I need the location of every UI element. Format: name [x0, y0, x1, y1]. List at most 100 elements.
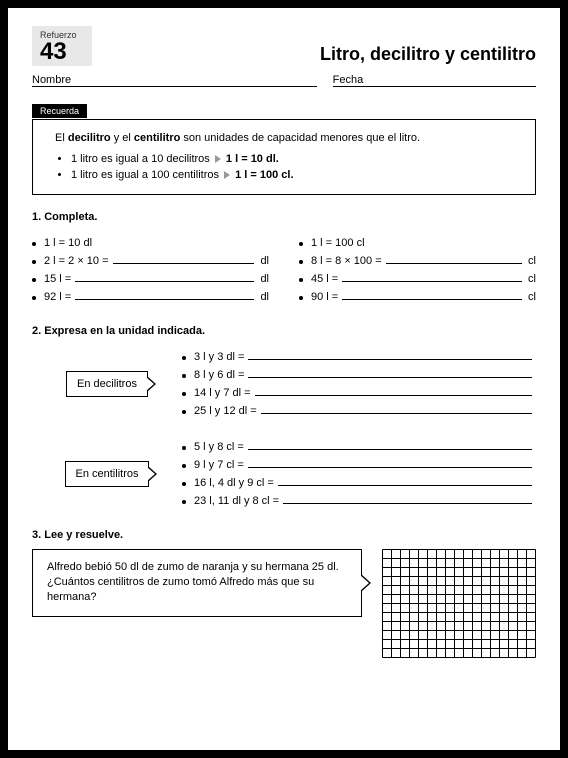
blank-line[interactable]	[248, 449, 532, 450]
bullet-text: 92 l =	[44, 291, 71, 303]
blank-line[interactable]	[342, 281, 522, 282]
blank-line[interactable]	[248, 467, 532, 468]
section-3: 3. Lee y resuelve. Alfredo bebió 50 dl d…	[32, 529, 536, 658]
badge-number: 43	[40, 40, 84, 64]
bullet-row: 1 l = 10 dl	[32, 237, 269, 249]
expr-text: 14 l y 7 dl =	[194, 387, 251, 399]
bullet-text: 1 l = 10 dl	[44, 237, 92, 249]
refuerzo-badge: Refuerzo 43	[32, 26, 92, 66]
recuerda-tab: Recuerda	[32, 104, 87, 118]
section-3-body: Alfredo bebió 50 dl de zumo de naranja y…	[32, 549, 536, 658]
expr-row: 23 l, 11 dl y 8 cl =	[182, 495, 536, 507]
date-field[interactable]: Fecha	[333, 74, 536, 87]
recuerda-list: 1 litro es igual a 10 decilitros 1 l = 1…	[71, 151, 513, 184]
section-1-left: 1 l = 10 dl2 l = 2 × 10 =dl15 l =dl92 l …	[32, 231, 269, 309]
name-date-row: Nombre Fecha	[32, 74, 536, 87]
bullet-row: 92 l = dl	[32, 291, 269, 303]
expr-text: 9 l y 7 cl =	[194, 459, 244, 471]
expr-row: 5 l y 8 cl =	[182, 441, 536, 453]
bullet-row: 8 l = 8 × 100 = cl	[299, 255, 536, 267]
bullet-text: 90 l =	[311, 291, 338, 303]
bullet-icon	[32, 242, 36, 246]
bullet-icon	[182, 374, 186, 378]
bullet-text: 8 l = 8 × 100 =	[311, 255, 382, 267]
blank-line[interactable]	[255, 395, 532, 396]
unit-label-dl: En decilitros	[66, 371, 148, 397]
section-2-title: 2. Expresa en la unidad indicada.	[32, 325, 536, 337]
page-title: Litro, decilitro y centilitro	[92, 44, 536, 65]
bullet-text: 2 l = 2 × 10 =	[44, 255, 109, 267]
bullet-icon	[299, 278, 303, 282]
bullet-row: 15 l = dl	[32, 273, 269, 285]
bullet-icon	[32, 278, 36, 282]
blank-line[interactable]	[278, 485, 532, 486]
bullet-row: 2 l = 2 × 10 = dl	[32, 255, 269, 267]
unit-label-wrap: En decilitros	[32, 371, 182, 397]
section-1-cols: 1 l = 10 dl2 l = 2 × 10 =dl15 l =dl92 l …	[32, 231, 536, 309]
bullet-icon	[299, 242, 303, 246]
expr-row: 9 l y 7 cl =	[182, 459, 536, 471]
section-1-title: 1. Completa.	[32, 211, 536, 223]
blank-line[interactable]	[75, 281, 254, 282]
blank-line[interactable]	[248, 359, 532, 360]
unit-label: cl	[528, 273, 536, 285]
triangle-icon	[215, 155, 221, 163]
group1-items: 3 l y 3 dl = 8 l y 6 dl = 14 l y 7 dl = 25 …	[182, 345, 536, 423]
group-decilitros: En decilitros 3 l y 3 dl = 8 l y 6 dl = 14…	[32, 345, 536, 423]
name-field[interactable]: Nombre	[32, 74, 317, 87]
recuerda-intro: El decilitro y el centilitro son unidade…	[55, 130, 513, 147]
expr-text: 16 l, 4 dl y 9 cl =	[194, 477, 274, 489]
problem-box: Alfredo bebió 50 dl de zumo de naranja y…	[32, 549, 362, 617]
section-1-right: 1 l = 100 cl8 l = 8 × 100 =cl45 l =cl90 …	[299, 231, 536, 309]
unit-label: dl	[260, 291, 269, 303]
unit-label: cl	[528, 255, 536, 267]
bullet-icon	[182, 356, 186, 360]
group2-items: 5 l y 8 cl = 9 l y 7 cl = 16 l, 4 dl y 9 c…	[182, 435, 536, 513]
answer-grid[interactable]	[382, 549, 536, 658]
expr-text: 5 l y 8 cl =	[194, 441, 244, 453]
expr-text: 3 l y 3 dl =	[194, 351, 244, 363]
bullet-icon	[182, 392, 186, 396]
blank-line[interactable]	[342, 299, 522, 300]
expr-row: 25 l y 12 dl =	[182, 405, 536, 417]
blank-line[interactable]	[113, 263, 255, 264]
section-3-title: 3. Lee y resuelve.	[32, 529, 536, 541]
bullet-row: 1 l = 100 cl	[299, 237, 536, 249]
bullet-text: 15 l =	[44, 273, 71, 285]
expr-text: 8 l y 6 dl =	[194, 369, 244, 381]
expr-row: 3 l y 3 dl =	[182, 351, 536, 363]
blank-line[interactable]	[75, 299, 254, 300]
worksheet-page: Refuerzo 43 Litro, decilitro y centilitr…	[0, 0, 568, 758]
blank-line[interactable]	[248, 377, 532, 378]
recuerda-item: 1 litro es igual a 10 decilitros 1 l = 1…	[71, 151, 513, 168]
bullet-row: 90 l = cl	[299, 291, 536, 303]
header: Refuerzo 43 Litro, decilitro y centilitr…	[32, 26, 536, 66]
unit-label-cl: En centilitros	[65, 461, 150, 487]
date-label: Fecha	[333, 74, 364, 86]
bullet-icon	[182, 464, 186, 468]
triangle-icon	[224, 171, 230, 179]
bullet-text: 45 l =	[311, 273, 338, 285]
blank-line[interactable]	[283, 503, 532, 504]
expr-text: 23 l, 11 dl y 8 cl =	[194, 495, 279, 507]
bullet-icon	[299, 260, 303, 264]
name-label: Nombre	[32, 74, 71, 86]
recuerda-item: 1 litro es igual a 100 centilitros 1 l =…	[71, 167, 513, 184]
expr-row: 14 l y 7 dl =	[182, 387, 536, 399]
unit-label: dl	[260, 255, 269, 267]
unit-label: cl	[528, 291, 536, 303]
bullet-icon	[182, 410, 186, 414]
unit-label: dl	[260, 273, 269, 285]
recuerda-section: Recuerda El decilitro y el centilitro so…	[32, 101, 536, 195]
bullet-icon	[182, 500, 186, 504]
blank-line[interactable]	[386, 263, 522, 264]
bullet-icon	[182, 482, 186, 486]
section-1: 1. Completa. 1 l = 10 dl 2 l = 2 × 10 = dl…	[32, 211, 536, 309]
section-2: 2. Expresa en la unidad indicada. En dec…	[32, 325, 536, 513]
bullet-row: 45 l = cl	[299, 273, 536, 285]
blank-line[interactable]	[261, 413, 532, 414]
expr-row: 8 l y 6 dl =	[182, 369, 536, 381]
recuerda-box: El decilitro y el centilitro son unidade…	[32, 119, 536, 195]
unit-label-wrap: En centilitros	[32, 461, 182, 487]
bullet-icon	[299, 296, 303, 300]
